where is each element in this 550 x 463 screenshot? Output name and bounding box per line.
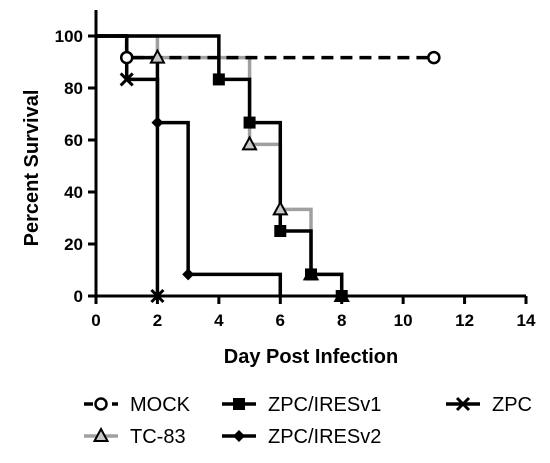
legend-marker-zpc-iresv1 [233, 398, 245, 410]
data-point-zpc-iresv1 [243, 116, 256, 129]
data-point-zpc-iresv1 [335, 290, 348, 302]
y-tick-label: 20 [64, 235, 83, 254]
data-point-zpc-iresv1 [305, 268, 317, 281]
legend-label-mock: MOCK [130, 394, 191, 416]
y-tick-label: 0 [74, 287, 83, 306]
data-point-zpc [150, 288, 165, 304]
legend-item-zpc-iresv1: ZPC/IRESv1 [222, 394, 381, 416]
x-tick-label: 2 [153, 311, 162, 330]
legend-item-mock: MOCK [84, 394, 191, 416]
data-point-tc-83 [272, 200, 289, 216]
series-line-mock [96, 34, 434, 60]
x-tick-label: 12 [455, 311, 474, 330]
y-tick-label: 60 [64, 131, 83, 150]
data-point-zpc [119, 72, 134, 87]
series-line-zpc-iresv1 [96, 34, 344, 296]
markers-layer [119, 48, 441, 304]
data-point-zpc-iresv1 [274, 225, 287, 237]
data-point-zpc-iresv2 [182, 268, 195, 281]
y-axis-title: Percent Survival [21, 90, 43, 247]
data-point-mock [427, 50, 441, 65]
series-layer [96, 34, 434, 296]
data-point-zpc-iresv2 [151, 116, 164, 129]
legend-marker-mock [94, 397, 108, 411]
series-line-zpc [96, 34, 160, 296]
x-tick-label: 8 [337, 311, 346, 330]
y-tick-label: 100 [55, 27, 83, 46]
legend-item-zpc-iresv2: ZPC/IRESv2 [222, 426, 381, 448]
x-tick-label: 14 [517, 311, 536, 330]
x-tick-label: 0 [91, 311, 100, 330]
axes: 0 2 4 6 8 10 12 14 0 20 40 60 80 100 [55, 10, 536, 330]
legend-label-zpc-iresv2: ZPC/IRESv2 [268, 426, 381, 448]
data-point-tc-83 [149, 48, 166, 64]
x-tick-label: 10 [394, 311, 413, 330]
legend: MOCK ZPC/IRESv1 ZPC TC-83 ZPC/IRESv2 [84, 394, 532, 448]
legend-label-tc-83: TC-83 [130, 426, 186, 448]
legend-marker-zpc-iresv2 [233, 430, 245, 442]
x-tick-label: 4 [214, 311, 224, 330]
legend-item-zpc: ZPC [446, 394, 532, 416]
legend-label-zpc-iresv1: ZPC/IRESv1 [268, 394, 381, 416]
legend-label-zpc: ZPC [492, 394, 532, 416]
y-tick-label: 80 [64, 79, 83, 98]
data-point-zpc-iresv1 [212, 73, 225, 86]
legend-marker-tc-83 [92, 426, 110, 442]
x-axis-title: Day Post Infection [224, 346, 398, 368]
x-tick-label: 6 [276, 311, 285, 330]
data-point-mock [119, 50, 134, 65]
legend-item-tc-83: TC-83 [84, 426, 186, 448]
y-tick-label: 40 [64, 183, 83, 202]
legend-marker-zpc [455, 396, 471, 412]
data-point-tc-83 [241, 135, 258, 151]
